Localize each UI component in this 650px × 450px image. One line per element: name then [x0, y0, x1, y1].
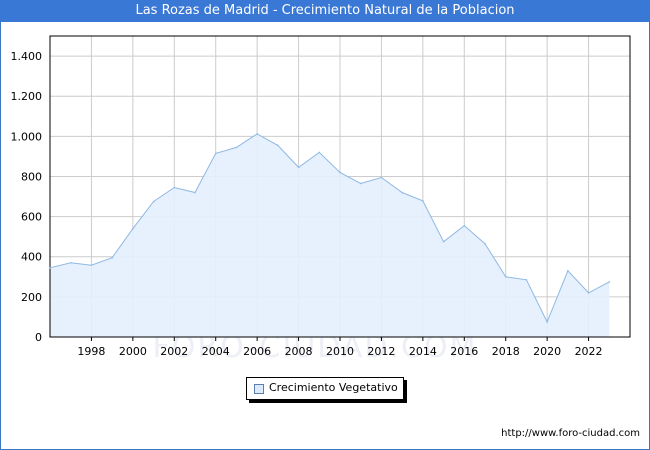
area-fill [50, 133, 610, 337]
data-point [401, 191, 403, 194]
x-tick-label: 2012 [367, 345, 395, 358]
y-tick-label: 1.200 [11, 90, 43, 103]
y-tick-label: 200 [21, 291, 42, 304]
source-url: http://www.foro-ciudad.com [501, 428, 640, 439]
y-axis-ticks: 0 200 400 600 800 1.000 1.200 1.400 [11, 50, 43, 344]
data-point [484, 242, 486, 245]
data-point [235, 146, 238, 149]
x-tick-label: 2000 [119, 345, 147, 358]
data-point [380, 176, 383, 179]
data-point [567, 269, 569, 272]
x-tick-label: 2004 [202, 345, 230, 358]
data-point [339, 171, 341, 174]
data-point [608, 281, 611, 283]
legend-swatch [254, 384, 264, 394]
x-tick-label: 2008 [285, 345, 313, 358]
data-point [256, 133, 258, 135]
data-point [173, 186, 176, 189]
data-point [525, 279, 528, 281]
data-point [152, 200, 155, 203]
data-point [111, 256, 113, 259]
y-tick-label: 0 [35, 331, 42, 344]
data-point [277, 144, 279, 147]
data-point [194, 191, 196, 194]
data-point [132, 227, 134, 230]
data-point [359, 182, 362, 185]
chart-title: Las Rozas de Madrid - Crecimiento Natura… [0, 0, 650, 22]
data-point [318, 151, 321, 154]
data-point [297, 166, 300, 169]
y-tick-label: 600 [21, 211, 42, 224]
x-tick-label: 2006 [243, 345, 271, 358]
x-tick-label: 2010 [326, 345, 354, 358]
y-tick-label: 400 [21, 251, 42, 264]
x-tick-label: 2016 [450, 345, 478, 358]
data-point [463, 224, 466, 227]
x-tick-label: 2020 [533, 345, 561, 358]
x-tick-label: 2018 [492, 345, 520, 358]
x-tick-label: 2014 [409, 345, 437, 358]
data-point [442, 240, 445, 243]
series-line [49, 133, 610, 324]
data-point [422, 200, 424, 202]
x-tick-label: 2002 [160, 345, 188, 358]
y-tick-label: 800 [21, 170, 42, 183]
data-point [214, 152, 217, 155]
y-tick-label: 1.000 [11, 130, 43, 143]
data-point [504, 276, 507, 278]
x-tick-label: 2022 [575, 345, 603, 358]
data-point [49, 266, 51, 269]
legend-label: Crecimiento Vegetativo [269, 381, 398, 394]
y-tick-label: 1.400 [11, 50, 43, 63]
data-point [69, 261, 72, 264]
x-axis-ticks: 1998 2000 2002 2004 2006 2008 2010 2012 2014 2016… [77, 337, 603, 358]
data-point [90, 264, 93, 266]
legend: Crecimiento Vegetativo [246, 377, 404, 400]
data-point [587, 292, 590, 294]
x-tick-label: 1998 [77, 345, 105, 358]
data-point [546, 321, 548, 323]
